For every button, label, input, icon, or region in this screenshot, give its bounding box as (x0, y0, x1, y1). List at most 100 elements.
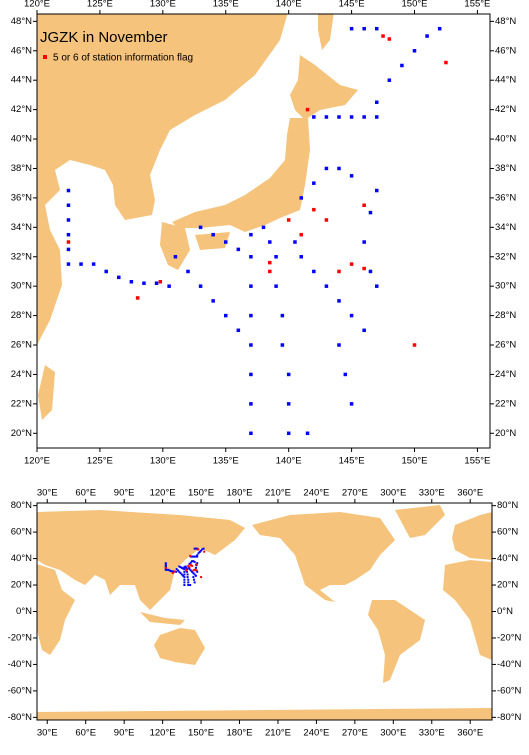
station-point (189, 561, 192, 564)
station-point (66, 262, 71, 266)
station-point (337, 115, 341, 119)
y-tick-label: 36°N (495, 192, 516, 203)
x-tick-label: 125°E (87, 456, 113, 467)
station-point (236, 247, 241, 252)
taiwan (38, 365, 55, 420)
station-point (185, 568, 188, 571)
station-point (168, 569, 171, 572)
station-point (349, 26, 354, 31)
station-point (79, 262, 83, 266)
station-point (268, 269, 272, 274)
x-tick-label: 240°E (303, 728, 329, 739)
station-point (349, 174, 354, 178)
hokkaido (290, 55, 358, 120)
station-point (202, 547, 205, 550)
x-tick-label: 330°E (419, 728, 445, 739)
mainland (37, 14, 288, 345)
station-point (362, 328, 366, 333)
y-tick-label: -80°N (8, 712, 33, 723)
x-tick-label: 150°E (402, 456, 428, 467)
station-point (184, 565, 187, 568)
map-title: JGZK in November (40, 29, 168, 46)
station-point (183, 566, 186, 569)
station-point (196, 562, 199, 565)
station-point (196, 554, 199, 557)
station-point (164, 563, 167, 566)
x-tick-label: 135°E (213, 0, 239, 10)
x-tick-label: 240°E (303, 488, 329, 499)
station-point (368, 210, 373, 215)
station-point (183, 573, 186, 576)
station-point (324, 218, 329, 222)
honshu (172, 118, 310, 232)
station-point (224, 240, 228, 244)
station-point (186, 269, 190, 274)
station-point (194, 574, 197, 577)
station-point (183, 584, 186, 587)
regional-land (37, 14, 358, 420)
station-point (193, 573, 196, 576)
station-point (305, 431, 310, 436)
station-point (337, 269, 341, 274)
station-point (286, 431, 291, 436)
station-point (362, 266, 366, 271)
legend-swatch (43, 55, 47, 59)
y-tick-label: 24°N (495, 369, 516, 380)
station-point (182, 567, 185, 570)
y-tick-label: 40°N (11, 553, 32, 564)
x-tick-label: 60°E (75, 728, 96, 739)
station-point (66, 240, 71, 244)
station-point (337, 166, 341, 171)
station-point (174, 570, 177, 573)
x-tick-label: 120°E (150, 728, 176, 739)
y-tick-label: -80°N (497, 712, 522, 723)
regional-frame (36, 13, 491, 449)
station-point (185, 570, 188, 573)
station-point (191, 560, 194, 563)
station-point (375, 284, 379, 288)
station-point (192, 572, 195, 575)
station-point (305, 107, 310, 112)
x-tick-label: 360°E (457, 488, 483, 499)
station-point (129, 280, 134, 284)
station-point (261, 225, 266, 230)
station-point (387, 37, 392, 41)
station-point (191, 570, 194, 573)
station-point (280, 343, 285, 347)
station-point (249, 313, 253, 318)
y-tick-label: 38°N (11, 163, 32, 174)
station-point (286, 372, 291, 377)
station-point (211, 232, 215, 237)
indonesia (140, 612, 185, 625)
y-tick-label: 28°N (495, 310, 516, 321)
station-point (183, 576, 186, 579)
station-point (324, 284, 329, 288)
station-point (178, 565, 181, 568)
y-tick-label: 20°N (11, 428, 32, 439)
y-tick-label: 42°N (11, 104, 32, 115)
station-point (166, 568, 169, 571)
kyushu (160, 222, 190, 270)
y-tick-label: 46°N (495, 45, 516, 56)
x-tick-label: 155°E (464, 0, 490, 10)
x-tick-label: 300°E (380, 728, 406, 739)
station-point (193, 547, 196, 550)
station-point (194, 555, 197, 558)
y-tick-label: -20°N (497, 632, 522, 643)
station-point (362, 240, 366, 244)
station-point (183, 568, 186, 571)
y-tick-label: 30°N (495, 281, 516, 292)
x-tick-label: 180°E (227, 728, 253, 739)
station-point (236, 328, 241, 333)
x-tick-label: 90°E (114, 488, 135, 499)
x-tick-label: 150°E (188, 728, 214, 739)
station-point (91, 262, 96, 266)
station-point (412, 343, 417, 347)
station-point (324, 166, 329, 171)
y-tick-label: -40°N (8, 659, 33, 670)
x-tick-label: 270°E (342, 728, 368, 739)
station-point (192, 555, 195, 558)
x-tick-label: 300°E (380, 488, 406, 499)
station-point (400, 63, 404, 68)
